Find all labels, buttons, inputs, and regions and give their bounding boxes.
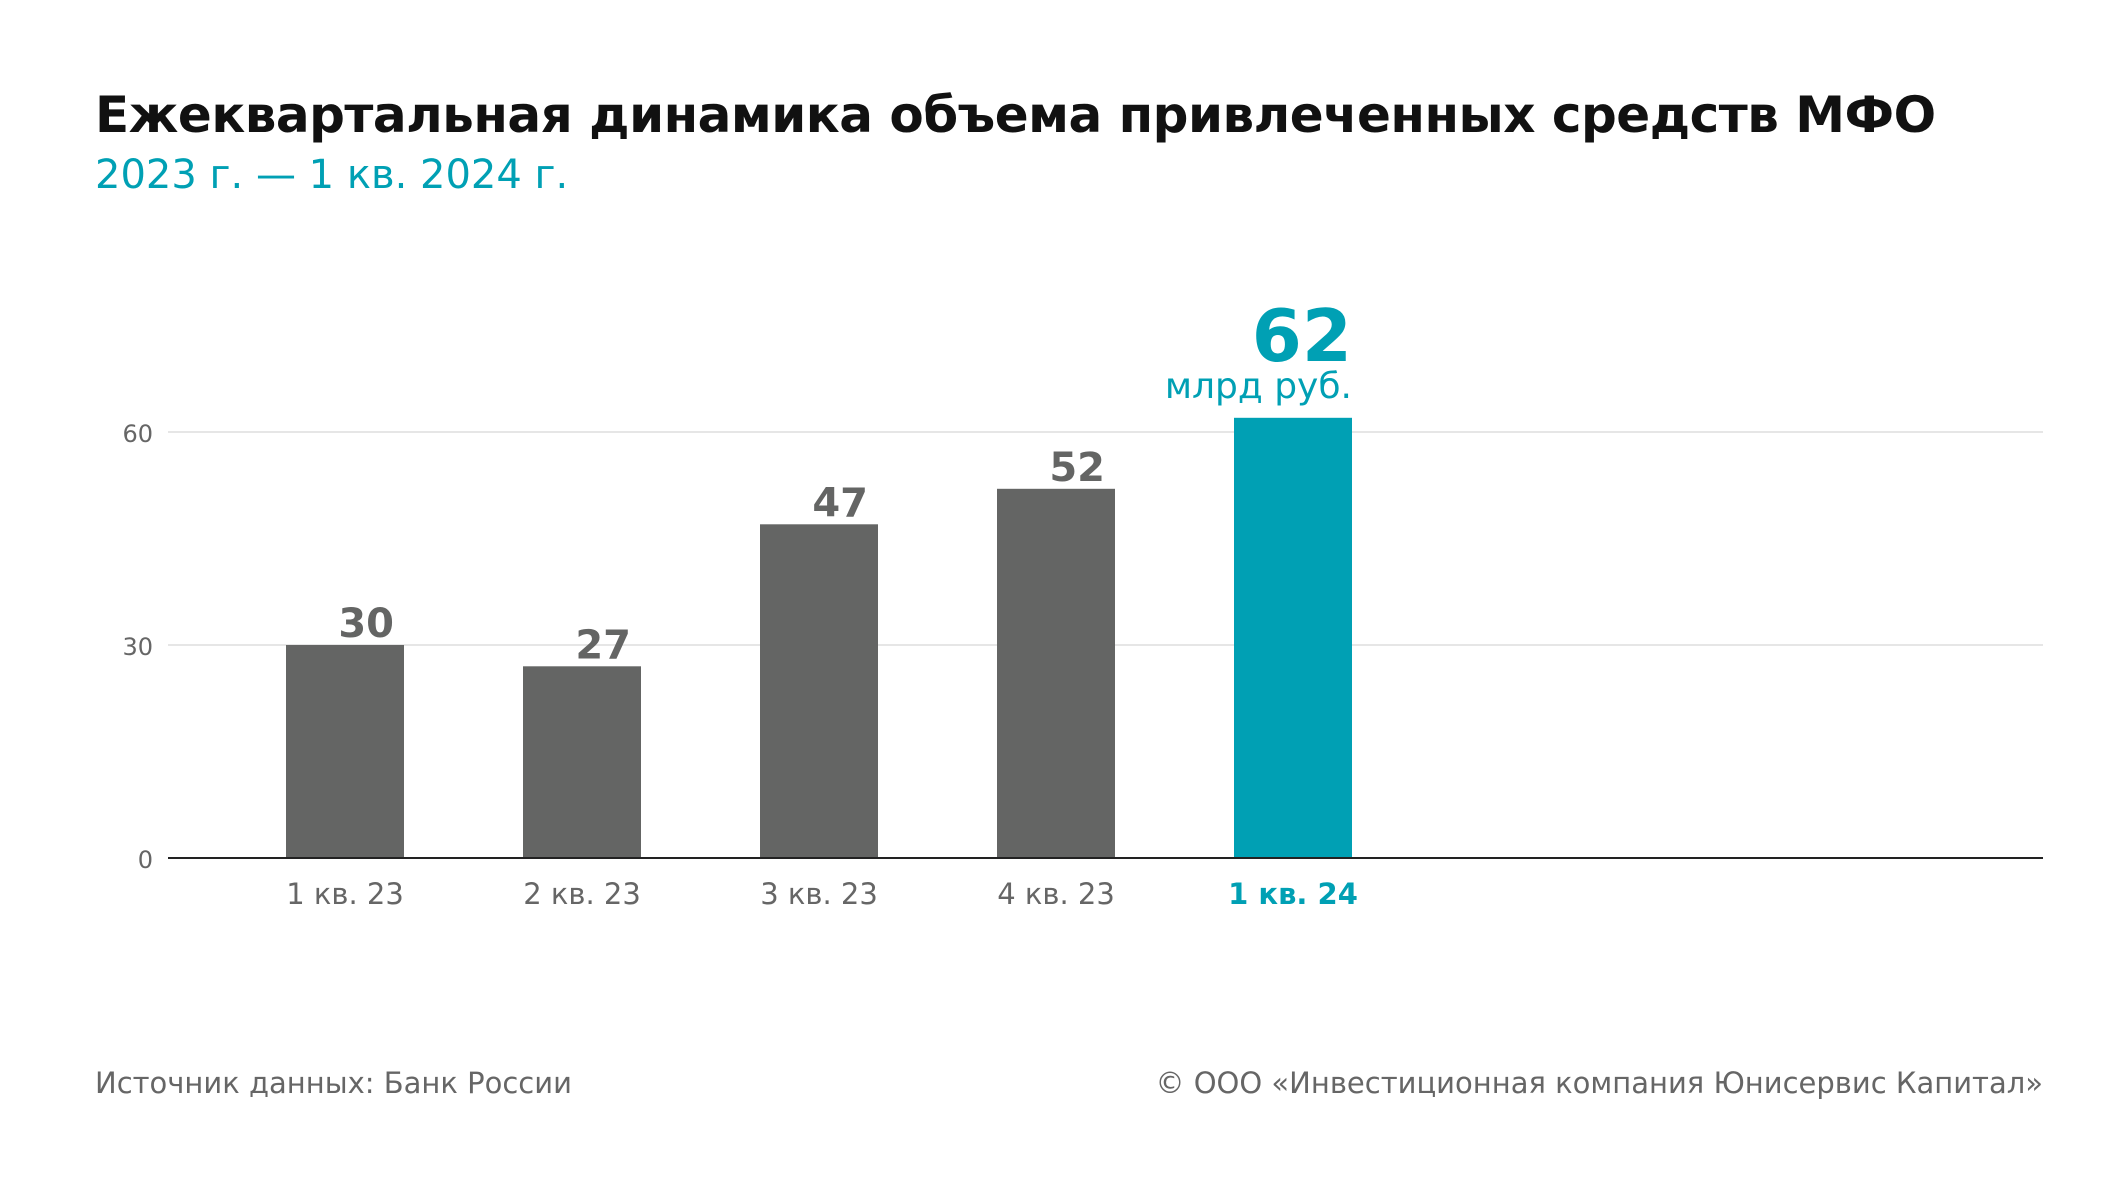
y-tick-label: 0 — [138, 846, 153, 874]
source-note: Источник данных: Банк России — [95, 1066, 572, 1100]
data-label-unit: млрд руб. — [1165, 366, 1352, 407]
x-tick-label: 3 кв. 23 — [760, 877, 878, 911]
x-tick-label: 2 кв. 23 — [523, 877, 641, 911]
data-label: 30 — [338, 601, 394, 647]
bar — [523, 666, 641, 858]
data-label: 47 — [812, 480, 868, 526]
data-label: 52 — [1049, 445, 1105, 491]
data-label: 62 — [1252, 294, 1352, 378]
chart-subtitle: 2023 г. — 1 кв. 2024 г. — [95, 152, 569, 198]
bar — [997, 488, 1115, 858]
chart-title: Ежеквартальная динамика объема привлечен… — [95, 86, 1936, 144]
x-tick-label: 1 кв. 24 — [1228, 877, 1358, 911]
bar-chart: 0 30 60 1 кв. 23 30 2 кв. 23 27 3 кв. 23 47 4 кв.… — [122, 294, 2043, 911]
bar — [286, 645, 404, 858]
copyright-note: © ООО «Инвестиционная компания Юнисервис… — [1155, 1066, 2043, 1100]
data-label: 27 — [575, 622, 631, 668]
y-tick-label: 30 — [122, 633, 153, 661]
bar — [760, 524, 878, 858]
x-tick-label: 1 кв. 23 — [286, 877, 404, 911]
x-tick-label: 4 кв. 23 — [997, 877, 1115, 911]
y-tick-label: 60 — [122, 420, 153, 448]
bar — [1234, 417, 1352, 858]
